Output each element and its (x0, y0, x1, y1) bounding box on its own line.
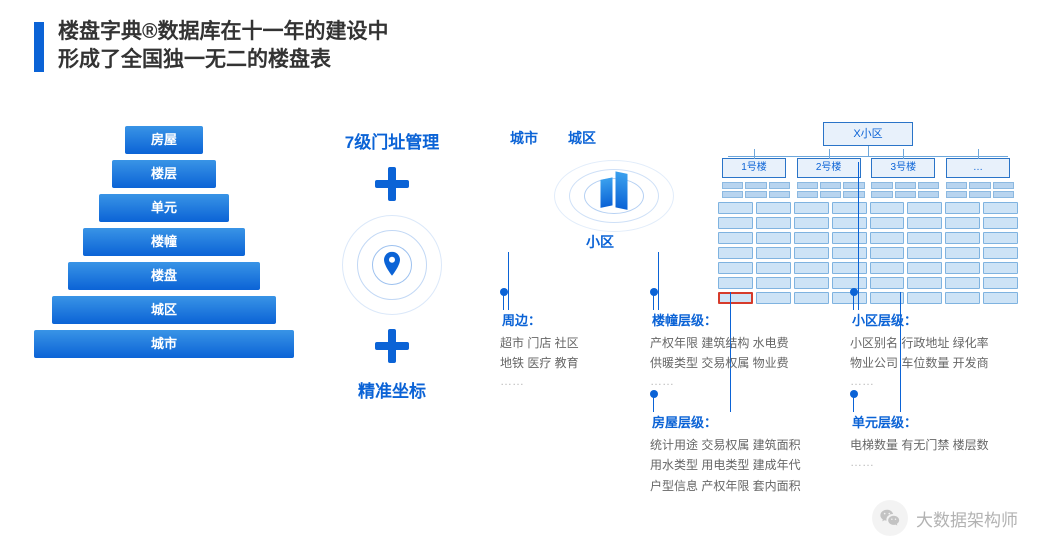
grid-cell (870, 262, 905, 274)
title-bar: 楼盘字典®数据库在十一年的建设中 形成了全国独一无二的楼盘表 (0, 0, 1042, 75)
map-pin-icon (384, 252, 400, 276)
unit-grid (718, 202, 1018, 304)
grid-cell (983, 202, 1018, 214)
grid-cell (907, 217, 942, 229)
grid-cell (794, 292, 829, 304)
target-rings (342, 215, 442, 315)
label-xq: 小区 (586, 232, 614, 252)
grid-cell (832, 247, 867, 259)
tree-root: X小区 (823, 122, 913, 146)
wechat-icon (872, 500, 908, 536)
hierarchy-pyramid: 房屋楼层单元楼幢楼盘城区城市 (34, 126, 294, 366)
grid-cell (718, 277, 753, 289)
grid-cell (832, 262, 867, 274)
grid-cell (945, 232, 980, 244)
pyramid-level: 楼幢 (83, 228, 244, 256)
block-danyuan: 单元层级： 电梯数量 有无门禁 楼层数 …… (850, 412, 1025, 469)
grid-cell (756, 262, 791, 274)
pyramid-level: 单元 (99, 194, 229, 222)
grid-cell (718, 202, 753, 214)
grid-cell (907, 232, 942, 244)
grid-cell (945, 292, 980, 304)
page-title: 楼盘字典®数据库在十一年的建设中 形成了全国独一无二的楼盘表 (58, 18, 388, 75)
grid-cell (794, 247, 829, 259)
grid-cell (983, 262, 1018, 274)
block-louzhang: 楼幢层级： 产权年限 建筑结构 水电费 供暖类型 交易权属 物业费 …… (650, 310, 840, 388)
grid-cell (832, 202, 867, 214)
pyramid-level: 房屋 (125, 126, 203, 154)
grid-cell (945, 202, 980, 214)
grid-cell (718, 292, 753, 304)
grid-cell (870, 247, 905, 259)
grid-cell (983, 217, 1018, 229)
grid-cell (756, 277, 791, 289)
org-tree: X小区 1号楼 2号楼 3号楼 … (718, 122, 1018, 198)
grid-cell (832, 277, 867, 289)
title-line1: 楼盘字典®数据库在十一年的建设中 (58, 18, 388, 46)
pyramid-level: 楼盘 (68, 262, 260, 290)
block-xiaoqu: 小区层级： 小区别名 行政地址 绿化率 物业公司 车位数量 开发商 …… (850, 310, 1020, 388)
xq-wave (554, 156, 674, 236)
grid-cell (870, 232, 905, 244)
pyramid-level: 城市 (34, 330, 294, 358)
grid-cell (794, 277, 829, 289)
grid-cell (983, 277, 1018, 289)
grid-cell (718, 217, 753, 229)
plus-icon (375, 329, 409, 363)
tree-node: 2号楼 (797, 158, 861, 178)
grid-cell (945, 262, 980, 274)
grid-cell (718, 232, 753, 244)
grid-cell (832, 217, 867, 229)
grid-cell (907, 277, 942, 289)
grid-cell (907, 262, 942, 274)
grid-cell (870, 277, 905, 289)
building-icon (601, 173, 628, 209)
grid-cell (718, 262, 753, 274)
block-zhoubian: 周边： 超市 门店 社区 地铁 医疗 教育 …… (500, 310, 640, 388)
plus-icon (375, 167, 409, 201)
grid-cell (832, 292, 867, 304)
tree-node: … (946, 158, 1010, 178)
right-panel: 城市 城区 小区 X小区 1号楼 2号楼 3号楼 … 周边： 超市 门店 社区 地铁 … (500, 122, 1020, 522)
label-city: 城市 (510, 128, 538, 148)
pyramid-level: 楼层 (112, 160, 216, 188)
middle-column: 7级门址管理 精准坐标 (322, 128, 462, 402)
grid-cell (983, 232, 1018, 244)
grid-cell (945, 247, 980, 259)
grid-cell (907, 202, 942, 214)
grid-cell (718, 247, 753, 259)
grid-cell (756, 217, 791, 229)
grid-cell (945, 217, 980, 229)
grid-cell (756, 232, 791, 244)
grid-cell (794, 262, 829, 274)
grid-cell (870, 202, 905, 214)
grid-cell (832, 232, 867, 244)
grid-cell (794, 202, 829, 214)
grid-cell (983, 292, 1018, 304)
watermark-text: 大数据架构师 (916, 506, 1018, 531)
watermark: 大数据架构师 (872, 500, 1018, 536)
pyramid-level: 城区 (52, 296, 276, 324)
mid-bottom-label: 精准坐标 (322, 377, 462, 402)
tree-node: 1号楼 (722, 158, 786, 178)
grid-cell (756, 247, 791, 259)
title-line2: 形成了全国独一无二的楼盘表 (58, 46, 388, 74)
tree-node: 3号楼 (871, 158, 935, 178)
mid-top-label: 7级门址管理 (322, 128, 462, 153)
grid-cell (756, 292, 791, 304)
title-accent (34, 22, 44, 72)
grid-cell (794, 232, 829, 244)
grid-cell (983, 247, 1018, 259)
grid-cell (945, 277, 980, 289)
grid-cell (907, 292, 942, 304)
grid-cell (756, 202, 791, 214)
grid-cell (907, 247, 942, 259)
label-zone: 城区 (568, 128, 596, 148)
grid-cell (794, 217, 829, 229)
block-fangwu: 房屋层级： 统计用途 交易权属 建筑面积 用水类型 用电类型 建成年代 户型信息… (650, 412, 845, 496)
grid-cell (870, 217, 905, 229)
